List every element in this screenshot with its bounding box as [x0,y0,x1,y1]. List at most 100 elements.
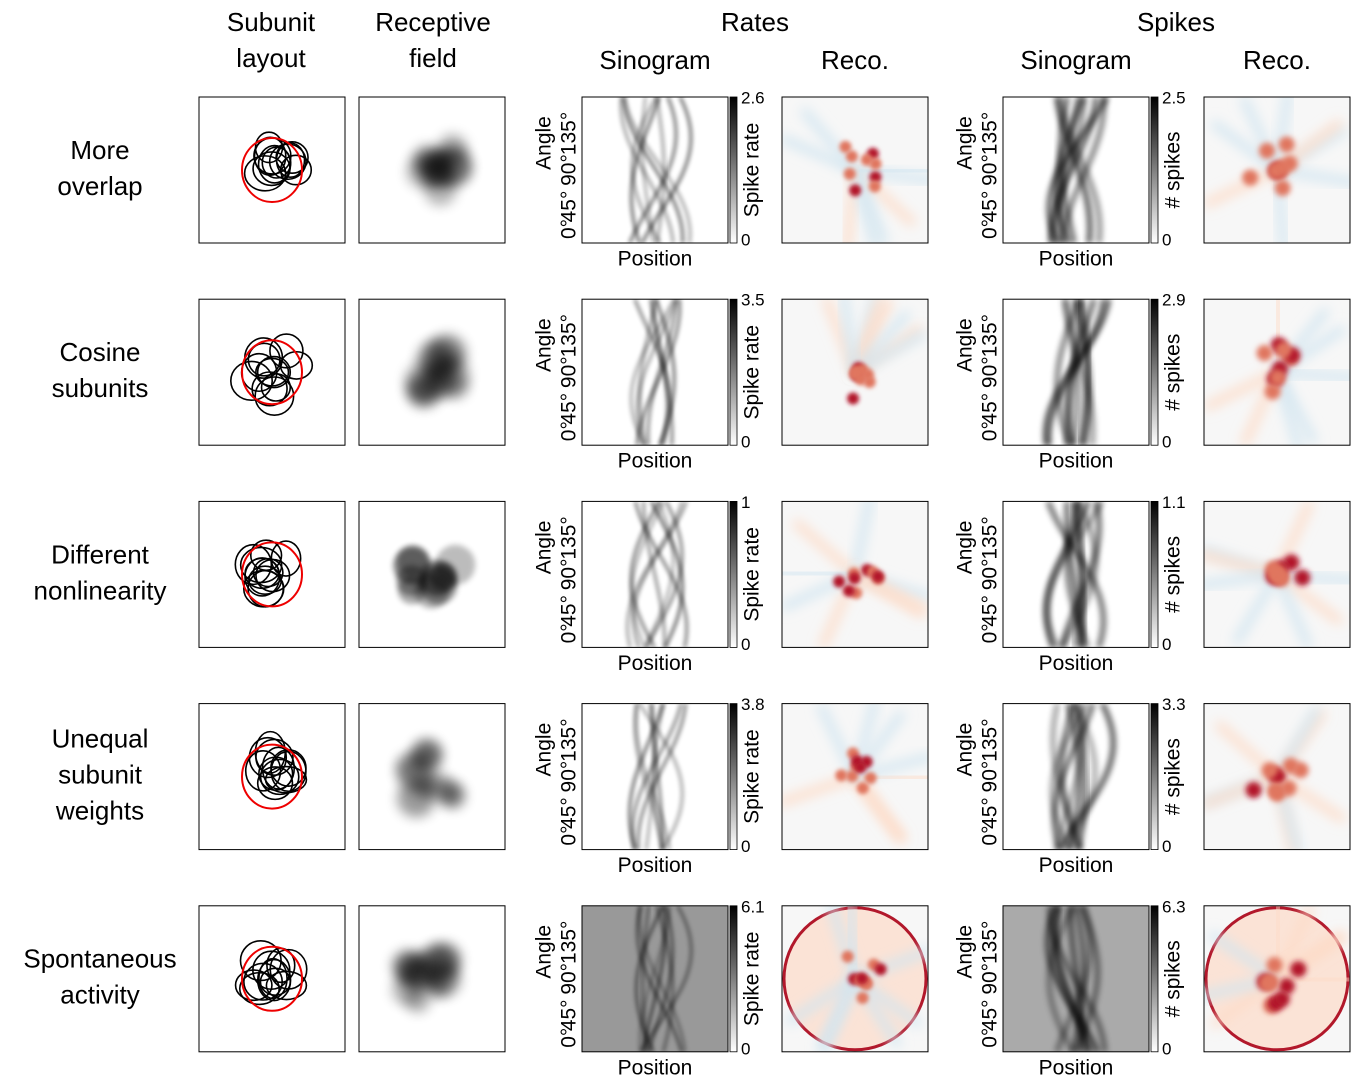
panel-content [582,906,728,1052]
colorbar-min: 0 [1162,433,1171,452]
colorbar [730,501,737,647]
colorbar-min: 0 [741,230,750,249]
angle-tick: 45° [979,595,1002,627]
reco-spot [1263,974,1279,990]
x-axis-label: Position [1039,450,1114,473]
panel-header: Sinogram [1020,45,1131,75]
angle-tick: 90° [979,761,1002,793]
y-axis-label: Angle [954,318,977,372]
reco-spot [1266,957,1282,973]
colorbar-max: 2.5 [1162,88,1186,107]
reco-spot [856,972,868,984]
y-axis-label: Angle [533,318,556,372]
rf-blob [410,380,434,404]
panel-content [582,704,728,850]
panel-header: Reco. [821,45,889,75]
reco-spot [1262,762,1278,778]
row-label: Cosine [60,337,141,367]
reco-streak [1277,292,1279,372]
colorbar-max: 2.9 [1162,291,1186,310]
reco-spot [844,168,856,180]
reco-spot [1282,156,1298,172]
reco-spot [865,772,877,784]
x-axis-label: Position [618,854,693,877]
colorbar [730,704,737,850]
angle-tick: 90° [558,356,581,388]
reco-spot [1242,170,1258,186]
reco-spot [854,761,866,773]
reco-spot [839,141,851,153]
angle-tick: 135° [558,516,581,559]
angle-tick: 135° [979,516,1002,559]
reco-spot [875,963,887,975]
panel-content [782,899,930,1052]
angle-tick: 45° [558,797,581,829]
reco-spot [1259,143,1275,159]
colorbar-min: 0 [1162,635,1171,654]
colorbar-label: Spike rate [741,932,764,1027]
rf-blob [392,951,423,982]
reco-spot [1265,561,1281,577]
panel-content [1198,501,1357,647]
x-axis-label: Position [1039,854,1114,877]
angle-tick: 90° [979,963,1002,995]
angle-tick: 90° [558,761,581,793]
y-axis-label: Angle [533,521,556,575]
angle-tick: 135° [979,314,1002,357]
x-axis-label: Position [1039,652,1114,675]
angle-tick: 135° [558,718,581,761]
reco-spot [846,770,858,782]
colorbar-max: 3.8 [741,695,765,714]
colorbar-label: # spikes [1162,940,1185,1017]
colorbar [730,97,737,243]
panel-content [782,293,928,445]
colorbar-max: 1 [741,493,750,512]
colorbar-label: # spikes [1162,536,1185,613]
reco-spot [1294,570,1310,586]
panel-content [1003,299,1149,445]
angle-tick: 45° [558,191,581,223]
angle-tick: 45° [979,191,1002,223]
reco-spot [1290,961,1306,977]
colorbar-label: # spikes [1162,334,1185,411]
panel-content [1003,704,1149,850]
row-label: nonlinearity [34,575,167,605]
panel-header: Reco. [1243,45,1311,75]
reco-spot [1276,342,1292,358]
y-axis-label: Angle [533,723,556,777]
colorbar-min: 0 [741,1039,750,1058]
column-header: Subunit [227,7,316,37]
reco-spot [847,392,859,404]
y-axis-label: Angle [954,925,977,979]
reco-spot [1257,345,1273,361]
angle-tick: 45° [979,797,1002,829]
panel-content [1003,906,1149,1052]
reco-spot [857,992,869,1004]
colorbar-label: Spike rate [741,527,764,622]
reco-spot [1280,780,1296,796]
colorbar-min: 0 [741,635,750,654]
row-label: subunits [52,373,149,403]
reco-spot [864,376,876,388]
colorbar-max: 3.3 [1162,695,1186,714]
angle-tick: 135° [979,112,1002,155]
colorbar-max: 6.3 [1162,897,1186,916]
colorbar-label: Spike rate [741,325,764,420]
angle-tick: 135° [979,921,1002,964]
row-label: activity [60,980,139,1010]
colorbar-max: 3.5 [741,291,765,310]
panel-content [1003,501,1149,647]
x-axis-label: Position [1039,248,1114,271]
reco-spot [1293,762,1309,778]
angle-tick: 135° [558,112,581,155]
reco-spot [835,769,847,781]
colorbar [1151,501,1158,647]
reco-spot [1268,163,1284,179]
reco-streak [775,572,855,574]
colorbar-label: # spikes [1162,738,1185,815]
row-label: More [70,135,129,165]
angle-tick: 135° [558,921,581,964]
colorbar [1151,299,1158,445]
colorbar-label: # spikes [1162,131,1185,208]
column-header: layout [236,43,306,73]
